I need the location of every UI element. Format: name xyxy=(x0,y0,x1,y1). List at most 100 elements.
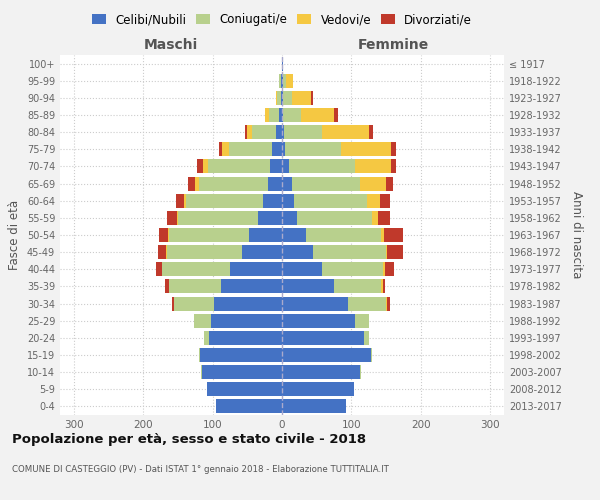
Bar xyxy=(268,176,282,190)
Bar xyxy=(282,228,306,242)
Bar xyxy=(276,91,277,105)
Bar xyxy=(176,194,184,207)
Y-axis label: Anni di nascita: Anni di nascita xyxy=(569,192,583,278)
Bar xyxy=(279,74,281,88)
Bar xyxy=(282,142,286,156)
Bar xyxy=(311,91,313,105)
Bar xyxy=(282,365,360,379)
Bar xyxy=(282,160,289,173)
Bar xyxy=(169,280,221,293)
Bar xyxy=(282,108,283,122)
Bar xyxy=(281,91,282,105)
Bar xyxy=(249,228,282,242)
Bar xyxy=(230,262,282,276)
Bar xyxy=(295,194,367,207)
Legend: Celibi/Nubili, Coniugati/e, Vedovi/e, Divorziati/e: Celibi/Nubili, Coniugati/e, Vedovi/e, Di… xyxy=(87,8,477,31)
Bar xyxy=(214,296,282,310)
Text: Maschi: Maschi xyxy=(144,38,198,52)
Bar xyxy=(385,262,394,276)
Bar xyxy=(360,365,361,379)
Bar xyxy=(334,280,381,293)
Y-axis label: Fasce di età: Fasce di età xyxy=(8,200,21,270)
Bar xyxy=(186,194,263,207)
Bar xyxy=(282,348,371,362)
Bar xyxy=(157,262,162,276)
Bar xyxy=(199,176,268,190)
Bar xyxy=(184,194,186,207)
Bar xyxy=(284,125,322,139)
Bar xyxy=(199,348,200,362)
Bar xyxy=(169,228,249,242)
Text: Popolazione per età, sesso e stato civile - 2018: Popolazione per età, sesso e stato civil… xyxy=(12,432,366,446)
Bar xyxy=(162,262,230,276)
Bar xyxy=(282,74,283,88)
Bar xyxy=(383,280,385,293)
Bar xyxy=(174,296,214,310)
Bar xyxy=(380,194,389,207)
Bar xyxy=(252,125,277,139)
Bar xyxy=(282,245,313,259)
Bar xyxy=(278,108,282,122)
Bar xyxy=(158,245,166,259)
Bar xyxy=(195,176,199,190)
Bar xyxy=(292,91,311,105)
Bar xyxy=(265,108,269,122)
Bar xyxy=(282,296,348,310)
Bar xyxy=(286,142,341,156)
Bar xyxy=(282,382,354,396)
Bar xyxy=(269,108,278,122)
Bar xyxy=(364,331,370,345)
Bar xyxy=(269,160,282,173)
Bar xyxy=(197,160,203,173)
Bar xyxy=(381,228,384,242)
Bar xyxy=(386,245,388,259)
Bar xyxy=(360,176,386,190)
Bar xyxy=(202,365,282,379)
Bar xyxy=(381,280,383,293)
Bar xyxy=(167,228,169,242)
Bar xyxy=(301,108,334,122)
Bar xyxy=(391,160,397,173)
Bar xyxy=(282,211,297,225)
Bar xyxy=(322,262,383,276)
Bar xyxy=(322,125,370,139)
Bar xyxy=(372,211,378,225)
Bar xyxy=(258,211,282,225)
Bar xyxy=(367,194,380,207)
Bar xyxy=(282,314,355,328)
Bar xyxy=(167,211,176,225)
Bar xyxy=(286,74,293,88)
Bar xyxy=(282,194,295,207)
Bar xyxy=(282,400,346,413)
Bar xyxy=(289,160,355,173)
Bar xyxy=(334,108,337,122)
Bar xyxy=(282,280,334,293)
Bar xyxy=(386,176,393,190)
Bar xyxy=(282,331,364,345)
Bar xyxy=(229,142,272,156)
Bar xyxy=(355,314,369,328)
Bar xyxy=(282,176,292,190)
Bar xyxy=(178,211,258,225)
Bar xyxy=(211,314,282,328)
Bar xyxy=(188,176,195,190)
Bar xyxy=(223,142,229,156)
Bar xyxy=(201,365,202,379)
Bar xyxy=(386,296,388,310)
Bar xyxy=(245,125,247,139)
Bar xyxy=(388,245,403,259)
Bar xyxy=(166,245,167,259)
Bar xyxy=(371,348,372,362)
Bar xyxy=(194,314,211,328)
Bar xyxy=(242,245,282,259)
Bar xyxy=(292,176,360,190)
Bar xyxy=(283,91,292,105)
Bar xyxy=(391,142,397,156)
Bar xyxy=(282,91,283,105)
Bar xyxy=(297,211,372,225)
Bar xyxy=(207,382,282,396)
Bar xyxy=(166,280,169,293)
Bar xyxy=(370,125,373,139)
Bar xyxy=(383,262,385,276)
Bar xyxy=(348,296,386,310)
